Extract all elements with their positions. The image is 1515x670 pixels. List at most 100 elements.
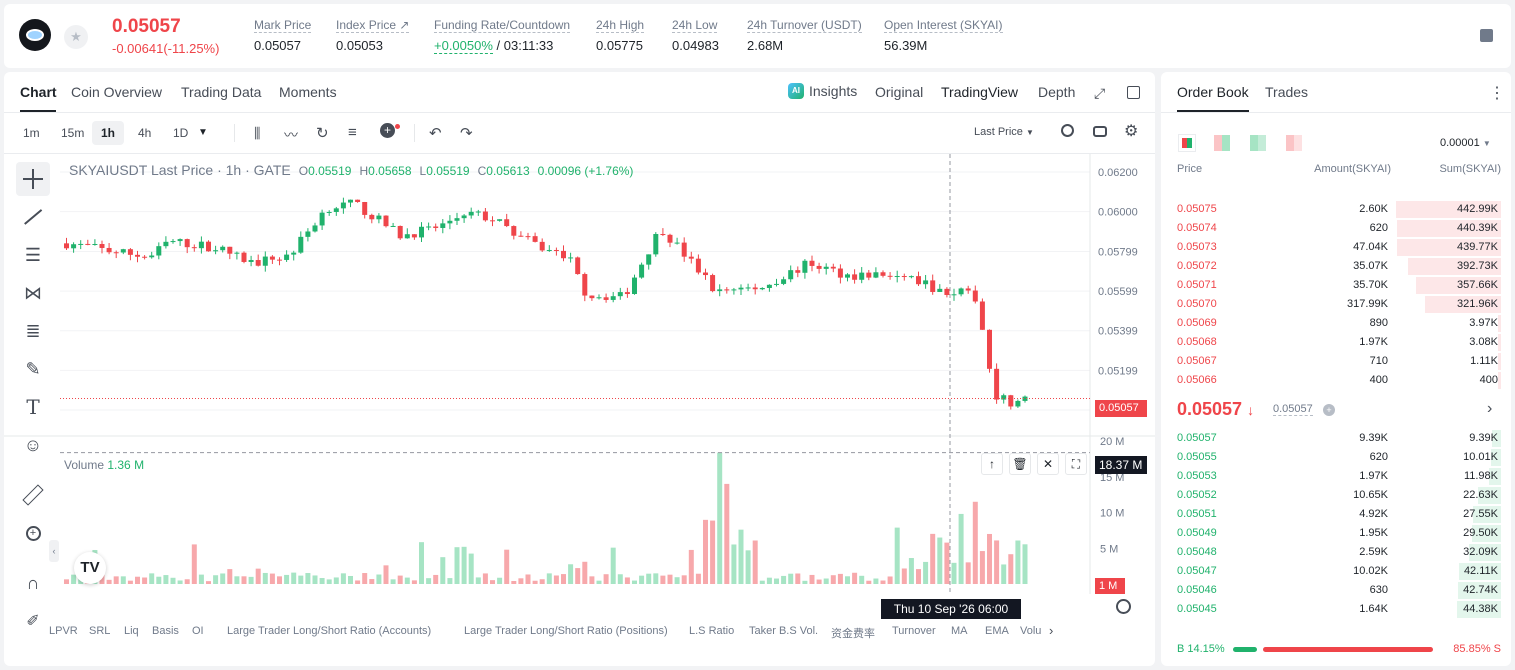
stat-label: Open Interest (SKYAI) bbox=[884, 18, 1003, 33]
indicator-tab[interactable]: L.S Ratio bbox=[689, 625, 735, 637]
magnet-icon[interactable]: ∩ bbox=[26, 572, 40, 593]
channel-icon[interactable]: ☰ bbox=[24, 244, 42, 265]
collapse-toolbar-icon[interactable]: ‹ bbox=[49, 540, 59, 562]
indicator-tab[interactable]: OI bbox=[192, 625, 204, 637]
price-tick-label: 0.05799 bbox=[1098, 246, 1138, 258]
bid-row[interactable]: 0.05055 620 10.01K bbox=[1161, 448, 1511, 467]
delete-icon[interactable]: 🗑 bbox=[1009, 453, 1031, 475]
view-both-alt-icon[interactable] bbox=[1214, 135, 1230, 151]
crosshair-icon[interactable] bbox=[16, 162, 50, 196]
ask-row[interactable]: 0.05069 890 3.97K bbox=[1161, 314, 1511, 333]
tab-trading-data[interactable]: Trading Data bbox=[181, 84, 262, 100]
stat-label: 24h High bbox=[596, 18, 645, 33]
redo-icon[interactable]: ↷ bbox=[460, 125, 473, 142]
indicators-icon[interactable]: 〰 bbox=[284, 127, 298, 143]
volume-bar bbox=[191, 544, 197, 584]
indicator-tab[interactable]: Turnover bbox=[892, 625, 936, 637]
brush-icon[interactable]: ✎ bbox=[25, 358, 41, 379]
candle-type-icon[interactable]: ⫼ bbox=[254, 125, 261, 141]
interval-1m[interactable]: 1m bbox=[23, 126, 40, 140]
text-tool-icon[interactable]: T bbox=[26, 395, 40, 419]
indicators-next-icon[interactable]: › bbox=[1049, 623, 1054, 638]
precision-select[interactable]: 0.00001 ▼ bbox=[1440, 137, 1491, 149]
tab-trades[interactable]: Trades bbox=[1265, 84, 1309, 100]
tab-moments[interactable]: Moments bbox=[279, 84, 337, 100]
bid-row[interactable]: 0.05046 630 42.74K bbox=[1161, 581, 1511, 600]
more-menu-icon[interactable]: ⋮ bbox=[1489, 85, 1505, 102]
ask-row[interactable]: 0.05071 35.70K 357.66K bbox=[1161, 276, 1511, 295]
depth-bar bbox=[1424, 296, 1501, 313]
more-trades-icon[interactable]: › bbox=[1487, 400, 1493, 417]
ask-row[interactable]: 0.05072 35.07K 392.73K bbox=[1161, 257, 1511, 276]
window-icon[interactable] bbox=[1127, 86, 1140, 99]
row-price: 0.05075 bbox=[1177, 203, 1217, 215]
bid-row[interactable]: 0.05052 10.65K 22.63K bbox=[1161, 486, 1511, 505]
fib-icon[interactable]: ≣ bbox=[25, 320, 41, 341]
volume-bar bbox=[362, 573, 368, 584]
interval-dropdown-icon[interactable]: ▼ bbox=[198, 127, 208, 138]
interval-1h[interactable]: 1h bbox=[92, 121, 125, 145]
volume-tag: 1 M bbox=[1095, 578, 1125, 594]
view-tradingview[interactable]: TradingView bbox=[941, 84, 1019, 100]
price-source-select[interactable]: Last Price ▼ bbox=[974, 126, 1034, 138]
notes-icon[interactable] bbox=[1480, 29, 1493, 42]
ask-row[interactable]: 0.05067 710 1.11K bbox=[1161, 352, 1511, 371]
indicator-tab[interactable]: Liq bbox=[124, 625, 139, 637]
expand-icon[interactable]: ⤢ bbox=[1094, 85, 1106, 101]
indicator-tab[interactable]: SRL bbox=[89, 625, 111, 637]
indicator-tab[interactable]: EMA bbox=[985, 625, 1009, 637]
view-depth[interactable]: Depth bbox=[1038, 84, 1076, 100]
favorite-star-icon[interactable]: ★ bbox=[64, 25, 88, 49]
volume-bar bbox=[816, 579, 822, 584]
indicator-tab[interactable]: 资金费率 bbox=[831, 628, 875, 640]
settings-gear-icon[interactable]: ⚙ bbox=[1124, 123, 1139, 140]
move-up-icon[interactable]: ↑ bbox=[981, 453, 1003, 475]
ask-row[interactable]: 0.05074 620 440.39K bbox=[1161, 219, 1511, 238]
bid-row[interactable]: 0.05051 4.92K 27.55K bbox=[1161, 505, 1511, 524]
templates-icon[interactable]: ≡ bbox=[348, 124, 357, 141]
interval-15m[interactable]: 15m bbox=[61, 126, 85, 140]
tab-coin-overview[interactable]: Coin Overview bbox=[71, 84, 163, 100]
view-original[interactable]: Original bbox=[875, 84, 924, 100]
collapse-pane-icon[interactable]: ✕ bbox=[1037, 453, 1059, 475]
indicator-tab[interactable]: Basis bbox=[152, 625, 179, 637]
pencil-lock-icon[interactable]: ✐ bbox=[26, 613, 40, 630]
camera-icon[interactable] bbox=[1093, 126, 1107, 137]
indicator-tab[interactable]: Volu bbox=[1020, 625, 1042, 637]
maximize-pane-icon[interactable]: ⛶ bbox=[1065, 453, 1087, 475]
price-chart[interactable]: 0.06200 0.06000 0.05799 0.05599 0.05399 0.051… bbox=[4, 154, 1155, 666]
view-bids-icon[interactable] bbox=[1250, 135, 1266, 151]
interval-4h[interactable]: 4h bbox=[138, 126, 152, 140]
row-price: 0.05047 bbox=[1177, 565, 1217, 577]
ask-row[interactable]: 0.05075 2.60K 442.99K bbox=[1161, 200, 1511, 219]
chart-settings-icon[interactable] bbox=[1116, 599, 1131, 614]
view-both-icon[interactable] bbox=[1178, 134, 1196, 152]
bid-row[interactable]: 0.05048 2.59K 32.09K bbox=[1161, 543, 1511, 562]
bid-row[interactable]: 0.05045 1.64K 44.38K bbox=[1161, 600, 1511, 619]
indicator-tab[interactable]: Taker B.S Vol. bbox=[749, 625, 819, 637]
indicator-tab[interactable]: LPVR bbox=[49, 625, 78, 637]
view-asks-icon[interactable] bbox=[1286, 135, 1302, 151]
tab-order-book[interactable]: Order Book bbox=[1177, 84, 1249, 100]
tab-chart[interactable]: Chart bbox=[20, 84, 57, 100]
emoji-icon[interactable]: ☺ bbox=[23, 434, 43, 455]
ask-row[interactable]: 0.05066 400 400 bbox=[1161, 371, 1511, 390]
ask-row[interactable]: 0.05073 47.04K 439.77K bbox=[1161, 238, 1511, 257]
indicator-tab[interactable]: Large Trader Long/Short Ratio (Accounts) bbox=[227, 625, 432, 637]
indicator-tab[interactable]: MA bbox=[951, 625, 968, 637]
bid-row[interactable]: 0.05053 1.97K 11.98K bbox=[1161, 467, 1511, 486]
zoom-in-icon[interactable]: + bbox=[16, 516, 50, 550]
ask-row[interactable]: 0.05070 317.99K 321.96K bbox=[1161, 295, 1511, 314]
bid-row[interactable]: 0.05049 1.95K 29.50K bbox=[1161, 524, 1511, 543]
bid-row[interactable]: 0.05057 9.39K 9.39K bbox=[1161, 429, 1511, 448]
insights-button[interactable]: AI Insights bbox=[788, 83, 857, 99]
pattern-icon[interactable]: ⋈ bbox=[24, 282, 42, 303]
search-icon[interactable] bbox=[1061, 124, 1074, 137]
interval-1D[interactable]: 1D bbox=[173, 126, 189, 140]
compare-icon[interactable]: ↻ bbox=[316, 125, 329, 142]
bid-row[interactable]: 0.05047 10.02K 42.11K bbox=[1161, 562, 1511, 581]
ask-row[interactable]: 0.05068 1.97K 3.08K bbox=[1161, 333, 1511, 352]
add-indicator-icon[interactable]: + bbox=[380, 123, 395, 138]
indicator-tab[interactable]: Large Trader Long/Short Ratio (Positions… bbox=[464, 625, 668, 637]
undo-icon[interactable]: ↶ bbox=[429, 125, 442, 142]
